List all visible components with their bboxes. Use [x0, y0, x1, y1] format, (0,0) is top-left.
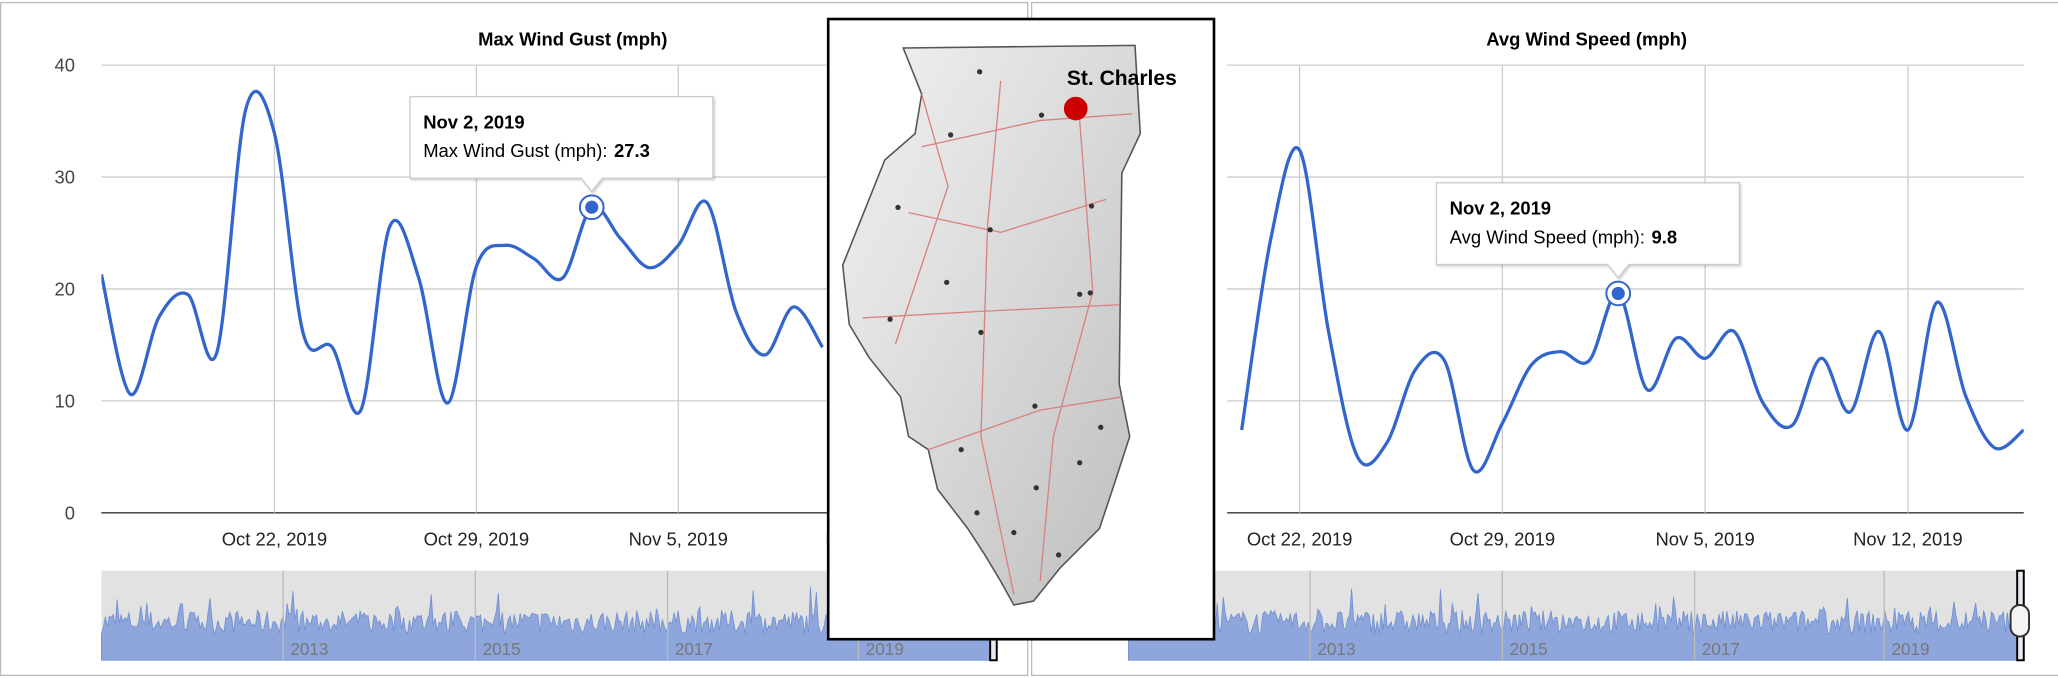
tooltip-line: Avg Wind Speed (mph): 9.8 [1450, 226, 1677, 247]
tooltip-box [1435, 182, 1741, 279]
roads [862, 80, 1133, 595]
navigator-label: 2015 [1510, 640, 1548, 659]
line-chart: Max Wind Gust (mph) 0 10 20 30 40 Oct 22, 2019… [55, 28, 1025, 662]
tooltip-date: Nov 2, 2019 [1450, 197, 1551, 218]
navigator-label: 2019 [866, 640, 904, 659]
navigator-label: 2019 [1891, 640, 1929, 659]
y-tick-label: 40 [55, 55, 76, 76]
tooltip-label: Max Wind Gust (mph): [423, 140, 607, 161]
navigator-label: 2017 [1702, 640, 1740, 659]
location-label: St. Charles [1067, 67, 1177, 90]
x-tick-label: Oct 22, 2019 [222, 529, 328, 550]
x-tick-label: Oct 22, 2019 [1247, 529, 1353, 550]
tooltip-box [409, 96, 714, 193]
tooltip-point [585, 200, 599, 214]
x-tick-label: Nov 5, 2019 [629, 529, 728, 550]
state-outline [841, 44, 1142, 606]
navigator-area [1128, 588, 2025, 661]
tooltip-point [1611, 286, 1625, 301]
tooltip-label: Avg Wind Speed (mph): [1450, 226, 1645, 247]
location-marker [1063, 96, 1088, 121]
navigator-label: 2013 [1317, 640, 1355, 659]
navigator-label: 2013 [290, 640, 328, 659]
navigator-label: 2015 [483, 640, 521, 659]
x-tick-label: Nov 12, 2019 [1853, 529, 1963, 550]
x-tick-label: Oct 29, 2019 [1450, 529, 1556, 550]
y-tick-label: 0 [65, 502, 75, 523]
tooltip-line: Max Wind Gust (mph): 27.3 [423, 140, 650, 161]
chart-title: Avg Wind Speed (mph) [1486, 28, 1687, 49]
city-dots [887, 69, 1104, 558]
y-tick-label: 10 [55, 390, 76, 411]
map: St. Charles [826, 17, 1216, 641]
data-line [101, 89, 824, 415]
x-tick-label: Nov 5, 2019 [1655, 529, 1754, 550]
tooltip-value: 9.8 [1652, 226, 1678, 247]
chart-title: Max Wind Gust (mph) [478, 28, 667, 49]
y-tick-label: 20 [55, 279, 76, 300]
navigator-label: 2017 [675, 640, 713, 659]
x-tick-label: Oct 29, 2019 [424, 529, 530, 550]
y-tick-label: 30 [55, 167, 76, 188]
line-chart: Avg Wind Speed (mph) Oct 22, 2019 Oct 29, … [1128, 28, 2031, 662]
tooltip-value: 27.3 [614, 140, 650, 161]
navigator-grip [2009, 603, 2031, 638]
tooltip-date: Nov 2, 2019 [423, 111, 524, 132]
